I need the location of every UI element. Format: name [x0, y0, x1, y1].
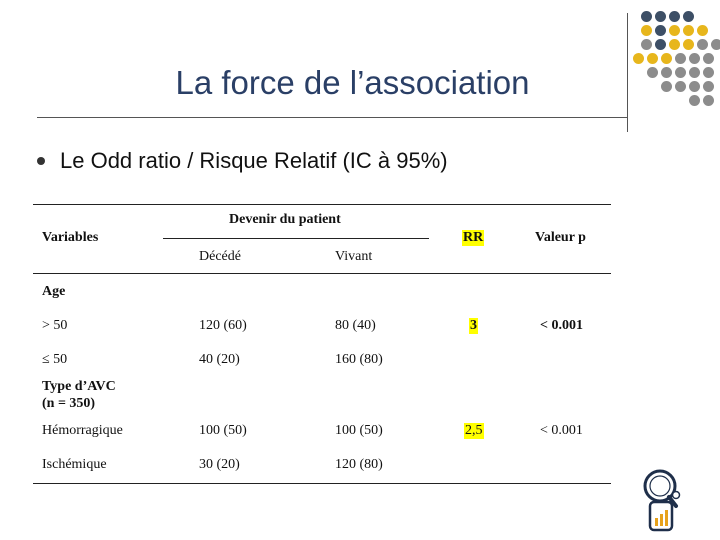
decorative-dot: [703, 67, 714, 78]
row-label: Ischémique: [42, 457, 107, 472]
alive-cell: 160 (80): [335, 352, 383, 367]
decorative-dot: [669, 39, 680, 50]
bullet-text: Le Odd ratio / Risque Relatif (IC à 95%): [60, 148, 448, 173]
row-label-sample-size: (n = 350): [42, 396, 96, 411]
deceased-cell: 120 (60): [199, 318, 247, 333]
alive-header: Vivant: [335, 249, 373, 264]
p-value-cell: < 0.001: [540, 423, 583, 438]
title-vertical-rule: [627, 13, 628, 132]
table-bottom-rule: [33, 483, 611, 484]
rr-header: RR: [462, 230, 485, 246]
decorative-dot: [647, 53, 658, 64]
decorative-dot: [655, 25, 666, 36]
decorative-dot: [703, 81, 714, 92]
decorative-dot: [703, 53, 714, 64]
decorative-dot: [689, 67, 700, 78]
deceased-cell: 100 (50): [199, 423, 247, 438]
deceased-cell: 40 (20): [199, 352, 240, 367]
bullet-icon: [37, 157, 45, 165]
alive-cell: 80 (40): [335, 318, 376, 333]
row-label: > 50: [42, 318, 68, 333]
row-label-stroke-type: Type d’AVC: [42, 379, 116, 394]
decorative-dot: [689, 53, 700, 64]
results-table: Devenir du patient Variables RR Valeur p…: [33, 204, 611, 484]
decorative-dot: [683, 25, 694, 36]
title-underline: [37, 117, 627, 118]
deceased-cell: 30 (20): [199, 457, 240, 472]
row-label: Hémorragique: [42, 423, 123, 438]
alive-cell: 100 (50): [335, 423, 383, 438]
rr-cell: 3: [469, 318, 478, 334]
decorative-dot: [683, 39, 694, 50]
decorative-dot: [697, 25, 708, 36]
decorative-dot: [669, 11, 680, 22]
row-label-age: Age: [42, 284, 66, 299]
decorative-dot: [641, 11, 652, 22]
decorative-dot: [703, 95, 714, 106]
decorative-dot: [697, 39, 708, 50]
decorative-dot: [689, 81, 700, 92]
rr-cell: 2,5: [464, 423, 484, 439]
decorative-dot: [633, 53, 644, 64]
decorative-dot: [675, 53, 686, 64]
row-label: ≤ 50: [42, 352, 68, 367]
decorative-dot: [655, 11, 666, 22]
decorative-dot: [641, 39, 652, 50]
magnifier-chart-icon: [643, 469, 681, 532]
deceased-header: Décédé: [199, 249, 241, 264]
decorative-dot: [689, 95, 700, 106]
decorative-dot: [641, 25, 652, 36]
variables-header: Variables: [42, 230, 99, 245]
decorative-dot: [711, 39, 720, 50]
decorative-dot: [661, 81, 672, 92]
header-bottom-rule: [33, 273, 611, 274]
decorative-dot: [675, 81, 686, 92]
slide-title: La force de l’association: [175, 64, 530, 101]
outcome-header: Devenir du patient: [229, 212, 341, 227]
decorative-dot: [669, 25, 680, 36]
p-value-header: Valeur p: [535, 230, 586, 245]
decorative-dot: [661, 53, 672, 64]
decorative-dot: [647, 67, 658, 78]
p-value-cell: < 0.001: [540, 318, 583, 333]
decorative-dot: [655, 39, 666, 50]
decorative-dot: [661, 67, 672, 78]
decorative-dot-grid: [633, 11, 720, 121]
table-top-rule: [33, 204, 611, 205]
decorative-dot: [675, 67, 686, 78]
outcome-header-rule: [163, 238, 429, 239]
decorative-dot: [683, 11, 694, 22]
alive-cell: 120 (80): [335, 457, 383, 472]
